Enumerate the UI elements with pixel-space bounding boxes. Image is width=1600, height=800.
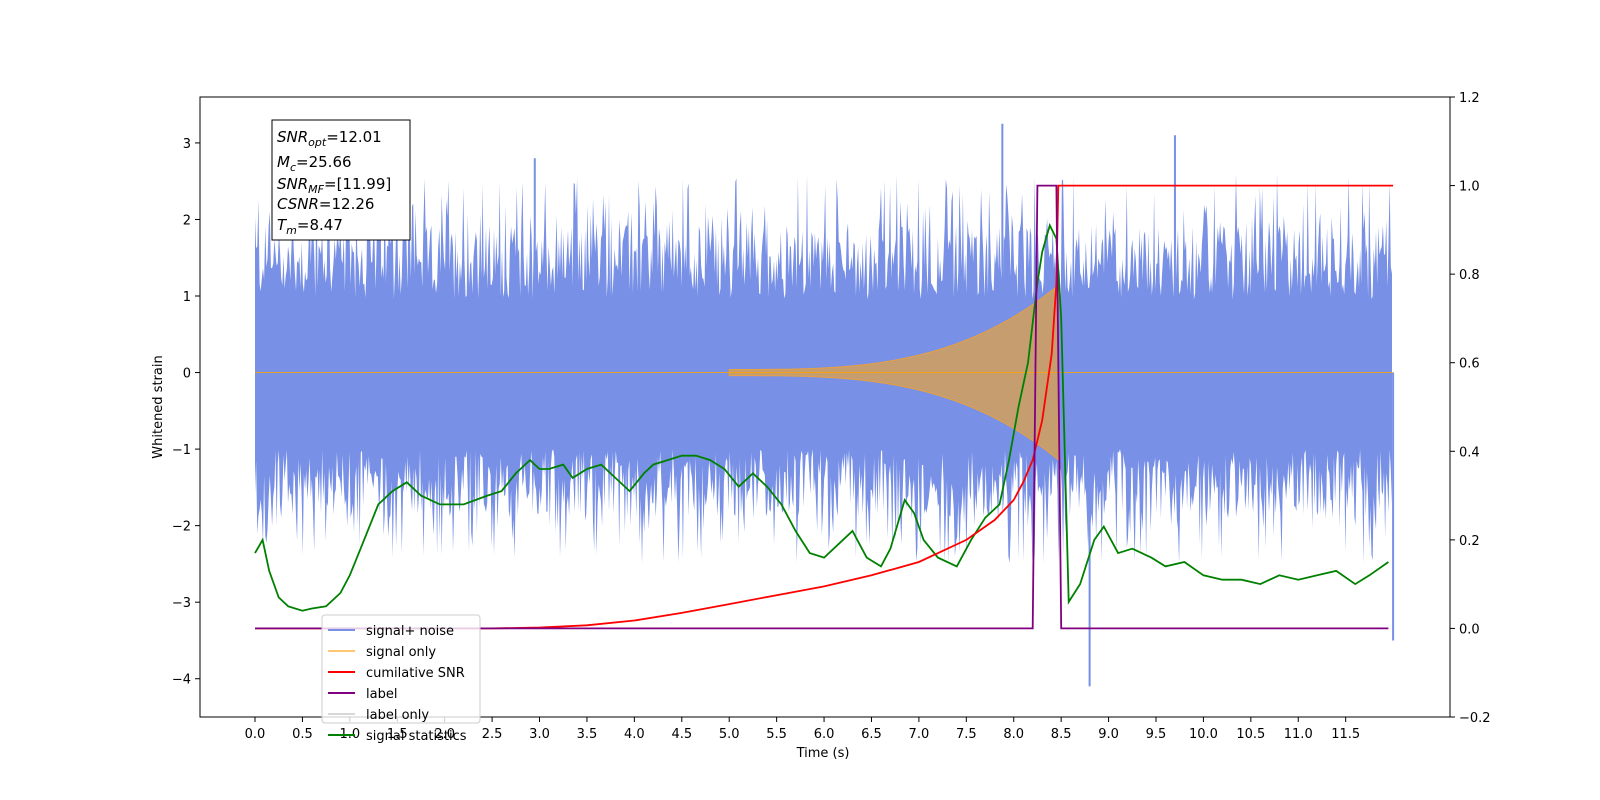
x-tick-label: 11.5	[1331, 727, 1360, 742]
x-tick-label: 0.5	[292, 727, 313, 742]
x-tick-label: 9.5	[1146, 727, 1167, 742]
legend-label: cumilative SNR	[366, 666, 465, 681]
x-tick-label: 4.5	[671, 727, 692, 742]
y-tick-label: −4	[172, 673, 191, 688]
x-tick-label: 6.0	[814, 727, 835, 742]
x-tick-label: 1.5	[387, 727, 408, 742]
y2-tick-label: 0.6	[1459, 357, 1480, 372]
svg-text:Tm=8.47: Tm=8.47	[277, 216, 343, 237]
legend-label: label	[366, 687, 397, 702]
y-axis-title: Whitened strain	[151, 355, 166, 458]
y2-tick-label: 0.2	[1459, 534, 1480, 549]
y2-tick-label: 0.0	[1459, 622, 1480, 637]
x-axis: 0.0 0.5 1.0 1.5 2.0 2.5 3.0 3.5 4.0 4.5 5.0 5.5 6.0 6…	[245, 717, 1360, 742]
plot-frame	[199, 96, 1451, 718]
x-tick-label: 3.5	[577, 727, 598, 742]
legend: signal+ noise signal only cumilative SNR la…	[321, 614, 481, 744]
svg-text:Mc=25.66: Mc=25.66	[277, 153, 352, 174]
y-axis-right: 1.2 1.0 0.8 0.6 0.4 0.2 0.0 −0.2	[1450, 91, 1491, 726]
annotation-mc: =25.66	[296, 153, 352, 171]
series-label	[255, 184, 1389, 630]
x-tick-label: 7.5	[956, 727, 977, 742]
series-signal-statistics	[254, 222, 1389, 612]
legend-label: signal only	[366, 645, 436, 660]
annotation-csnr: =12.26	[319, 195, 375, 213]
x-tick-label: 5.5	[766, 727, 787, 742]
svg-text:SNRopt=12.01: SNRopt=12.01	[277, 128, 382, 149]
svg-text:SNRMF=[11.99]: SNRMF=[11.99]	[277, 175, 391, 196]
x-tick-label: 11.0	[1284, 727, 1313, 742]
x-tick-label: 6.5	[861, 727, 882, 742]
annotation-snr-mf: =[11.99]	[324, 175, 391, 193]
x-axis-title: Time (s)	[796, 746, 850, 761]
legend-label: label only	[366, 708, 429, 723]
x-tick-label: 8.0	[1003, 727, 1024, 742]
plot-area	[254, 123, 1395, 687]
x-tick-label: 9.0	[1098, 727, 1119, 742]
x-tick-label: 3.0	[529, 727, 550, 742]
x-tick-label: 4.0	[624, 727, 645, 742]
y-tick-label: −2	[172, 520, 191, 535]
svg-text:CSNR=12.26: CSNR=12.26	[277, 195, 374, 213]
y-tick-label: −1	[172, 443, 191, 458]
y2-tick-label: 0.8	[1459, 268, 1480, 283]
annotation-snr-opt: =12.01	[326, 128, 382, 146]
y2-tick-label: 0.4	[1459, 445, 1480, 460]
legend-label: signal statistics	[366, 729, 467, 744]
y-tick-label: 0	[183, 367, 191, 382]
x-tick-label: 2.5	[482, 727, 503, 742]
y-tick-label: 3	[183, 137, 191, 152]
annotation-tm: =8.47	[297, 216, 343, 234]
annotation-box: SNRopt=12.01 Mc=25.66 SNRMF=[11.99] CSNR…	[271, 119, 411, 241]
x-tick-label: 0.0	[245, 727, 266, 742]
y-tick-label: −3	[172, 596, 191, 611]
legend-label: signal+ noise	[366, 624, 454, 639]
x-tick-label: 5.0	[719, 727, 740, 742]
x-tick-label: 10.0	[1189, 727, 1218, 742]
y2-tick-label: −0.2	[1459, 711, 1491, 726]
x-tick-label: 10.5	[1236, 727, 1265, 742]
y2-tick-label: 1.0	[1459, 180, 1480, 195]
x-tick-label: 8.5	[1051, 727, 1072, 742]
y-tick-label: 2	[183, 213, 191, 228]
y2-tick-label: 1.2	[1459, 91, 1480, 106]
y-tick-label: 1	[183, 290, 191, 305]
y-axis-left: 3 2 1 0 −1 −2 −3 −4	[172, 137, 200, 688]
x-tick-label: 7.0	[909, 727, 930, 742]
x-tick-label: 2.0	[434, 727, 455, 742]
